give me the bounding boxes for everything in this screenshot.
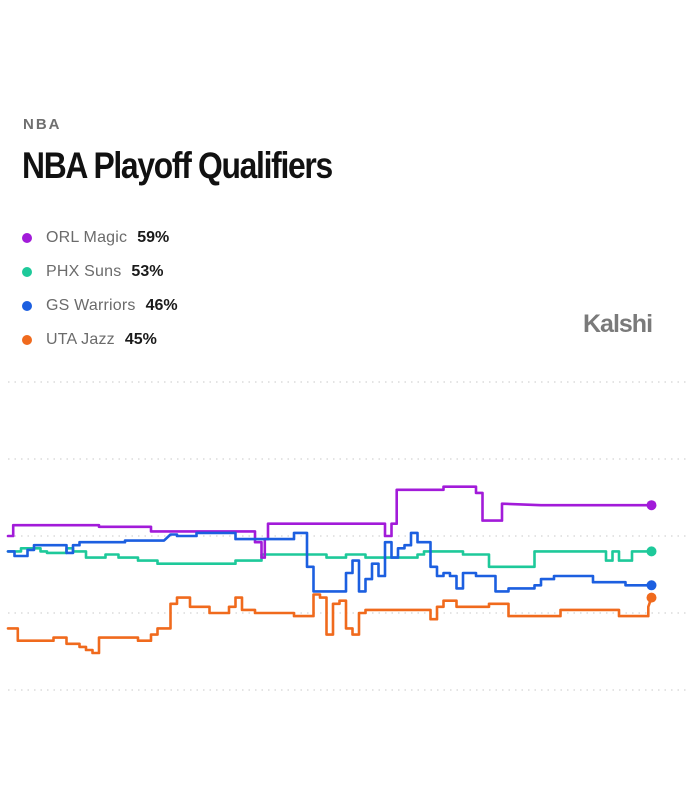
kalshi-logo: Kalshi xyxy=(583,310,653,338)
legend-value-uta: 45% xyxy=(124,331,157,348)
legend-name-uta: UTA Jazz xyxy=(46,331,115,348)
series-endpoint-uta xyxy=(646,592,657,603)
legend-name-phx: PHX Suns xyxy=(46,263,122,280)
chart-title: NBA Playoff Qualifiers xyxy=(22,145,333,186)
legend-name-gs: GS Warriors xyxy=(46,297,136,314)
legend-dot-orl xyxy=(22,233,32,243)
series-endpoint-orl xyxy=(646,500,657,511)
series-line-uta xyxy=(6,593,653,655)
legend-value-gs: 46% xyxy=(145,297,178,314)
legend-dot-phx xyxy=(22,267,32,277)
legend-value-phx: 53% xyxy=(131,263,164,280)
legend-item-phx: PHX Suns 53% xyxy=(22,255,178,289)
legend-dot-uta xyxy=(22,335,32,345)
series-line-orl xyxy=(6,485,653,559)
legend-item-gs: GS Warriors 46% xyxy=(22,289,178,323)
legend-item-uta: UTA Jazz 45% xyxy=(22,323,178,357)
category-label: NBA xyxy=(23,116,62,133)
legend-name-orl: ORL Magic xyxy=(46,229,128,246)
legend-dot-gs xyxy=(22,301,32,311)
series-line-phx xyxy=(6,547,653,569)
series-endpoint-gs xyxy=(646,580,657,591)
legend-item-orl: ORL Magic 59% xyxy=(22,221,178,255)
series-line-gs xyxy=(6,531,653,593)
legend: ORL Magic 59% PHX Suns 53% GS Warriors 4… xyxy=(22,221,178,357)
legend-value-orl: 59% xyxy=(137,229,170,246)
series-endpoint-phx xyxy=(646,546,657,557)
